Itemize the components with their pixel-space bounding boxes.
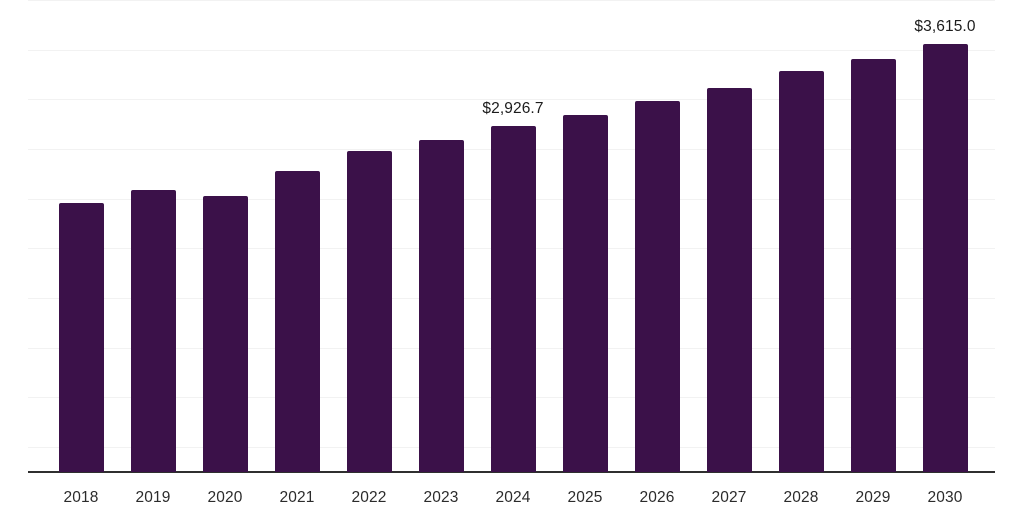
- x-tick-2019: 2019: [135, 489, 171, 506]
- bar-2027[interactable]: [706, 87, 752, 472]
- x-tick-2029: 2029: [855, 489, 891, 506]
- bar-value-label-2030: $3,615.0: [914, 18, 976, 36]
- bar-2026[interactable]: [634, 100, 680, 472]
- bar-2029[interactable]: [850, 58, 896, 472]
- bar-2025[interactable]: [562, 114, 608, 472]
- x-tick-2025: 2025: [567, 489, 603, 506]
- x-tick-2023: 2023: [423, 489, 459, 506]
- x-tick-2024: 2024: [495, 489, 531, 506]
- x-tick-2020: 2020: [207, 489, 243, 506]
- x-tick-2022: 2022: [351, 489, 387, 506]
- x-axis-labels: 2018 2019 2020 2021 2022 2023 2024 2025 2026 2027…: [0, 472, 1024, 512]
- bar-2020[interactable]: [202, 195, 248, 472]
- bar-2023[interactable]: [418, 139, 464, 472]
- plot-area: $2,926.7 $3,615.0: [28, 18, 995, 473]
- bar-2024[interactable]: [490, 125, 536, 472]
- bar-2018[interactable]: [58, 203, 104, 472]
- bar-2028[interactable]: [778, 70, 824, 472]
- bar-2019[interactable]: [130, 189, 176, 472]
- x-tick-2026: 2026: [639, 489, 675, 506]
- x-tick-2027: 2027: [711, 489, 747, 506]
- bar-2021[interactable]: [274, 170, 320, 472]
- x-tick-2030: 2030: [927, 489, 963, 506]
- x-tick-2028: 2028: [783, 489, 819, 506]
- bar-value-label-2024: $2,926.7: [482, 99, 544, 117]
- x-tick-2021: 2021: [279, 489, 315, 506]
- x-tick-2018: 2018: [63, 489, 99, 506]
- bar-2022[interactable]: [346, 150, 392, 472]
- bar-2030[interactable]: [922, 44, 968, 472]
